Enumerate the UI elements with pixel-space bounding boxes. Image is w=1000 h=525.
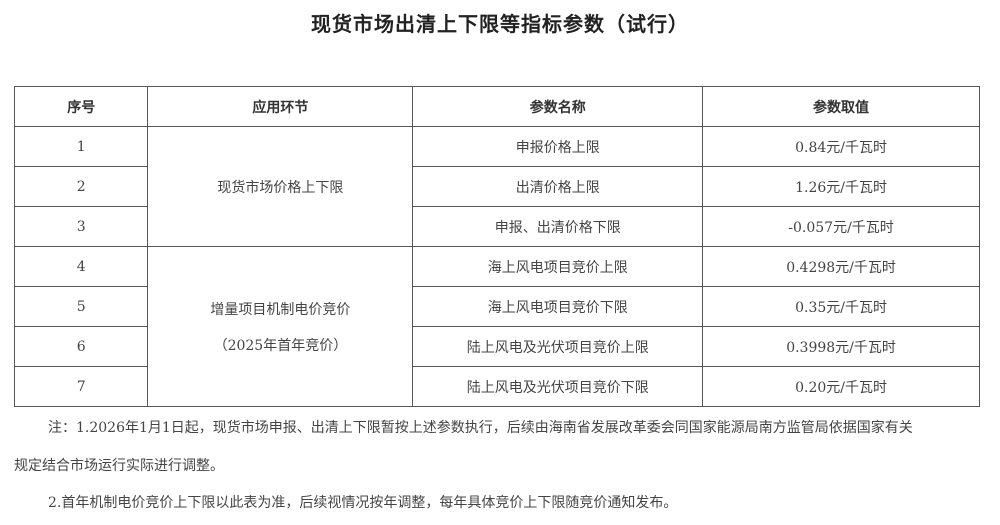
stage-label: 现货市场价格上下限 bbox=[217, 179, 344, 196]
header-stage: 应用环节 bbox=[147, 86, 414, 127]
cell-name: 申报、出清价格下限 bbox=[412, 206, 704, 247]
cell-no: 1 bbox=[13, 126, 149, 167]
cell-value: 0.4298元/千瓦时 bbox=[702, 246, 980, 287]
cell-no: 5 bbox=[13, 286, 149, 327]
cell-name: 海上风电项目竞价上限 bbox=[412, 246, 704, 287]
table-row: 6 陆上风电及光伏项目竞价上限 0.3998元/千瓦时 bbox=[13, 326, 980, 367]
cell-value: 0.35元/千瓦时 bbox=[702, 286, 980, 327]
cell-value: 0.20元/千瓦时 bbox=[702, 366, 980, 407]
table-row: 3 申报、出清价格下限 -0.057元/千瓦时 bbox=[13, 206, 980, 247]
note-line-2: 规定结合市场运行实际进行调整。 bbox=[14, 458, 224, 474]
header-value: 参数取值 bbox=[702, 86, 980, 127]
cell-name: 陆上风电及光伏项目竞价上限 bbox=[412, 326, 704, 367]
cell-no: 3 bbox=[13, 206, 149, 247]
header-no: 序号 bbox=[13, 86, 149, 127]
cell-stage: 增量项目机制电价竞价 （2025年首年竞价） bbox=[147, 246, 414, 407]
note-line-3: 2.首年机制电价竞价上下限以此表为准，后续视情况按年调整，每年具体竞价上下限随竞… bbox=[48, 495, 678, 511]
header-name: 参数名称 bbox=[412, 86, 704, 127]
cell-value: 1.26元/千瓦时 bbox=[702, 166, 980, 207]
table-header-row: 序号 应用环节 参数名称 参数取值 bbox=[13, 86, 980, 127]
stage-label: 增量项目机制电价竞价 bbox=[210, 301, 351, 318]
cell-stage: 现货市场价格上下限 bbox=[147, 126, 414, 247]
cell-no: 2 bbox=[13, 166, 149, 207]
table-row: 4 增量项目机制电价竞价 （2025年首年竞价） 海上风电项目竞价上限 0.42… bbox=[13, 246, 980, 407]
stage-sublabel: （2025年首年竞价） bbox=[213, 337, 348, 354]
cell-no: 4 bbox=[13, 246, 149, 287]
table-row: 7 陆上风电及光伏项目竞价下限 0.20元/千瓦时 bbox=[13, 366, 980, 407]
cell-value: 0.84元/千瓦时 bbox=[702, 126, 980, 167]
cell-name: 出清价格上限 bbox=[412, 166, 704, 207]
cell-name: 陆上风电及光伏项目竞价下限 bbox=[412, 366, 704, 407]
note-line-1: 注：1.2026年1月1日起，现货市场申报、出清上下限暂按上述参数执行，后续由海… bbox=[48, 420, 913, 436]
cell-value: -0.057元/千瓦时 bbox=[702, 206, 980, 247]
parameter-table: 序号 应用环节 参数名称 参数取值 1 现货市场价格上下限 申报价格上限 0.8… bbox=[13, 86, 980, 407]
cell-no: 7 bbox=[13, 366, 149, 407]
cell-value: 0.3998元/千瓦时 bbox=[702, 326, 980, 367]
cell-no: 6 bbox=[13, 326, 149, 367]
cell-name: 海上风电项目竞价下限 bbox=[412, 286, 704, 327]
table-row: 1 现货市场价格上下限 申报价格上限 0.84元/千瓦时 bbox=[13, 126, 980, 247]
page-title: 现货市场出清上下限等指标参数（试行） bbox=[311, 12, 689, 36]
table-row: 2 出清价格上限 1.26元/千瓦时 bbox=[13, 166, 980, 207]
cell-name: 申报价格上限 bbox=[412, 126, 704, 167]
